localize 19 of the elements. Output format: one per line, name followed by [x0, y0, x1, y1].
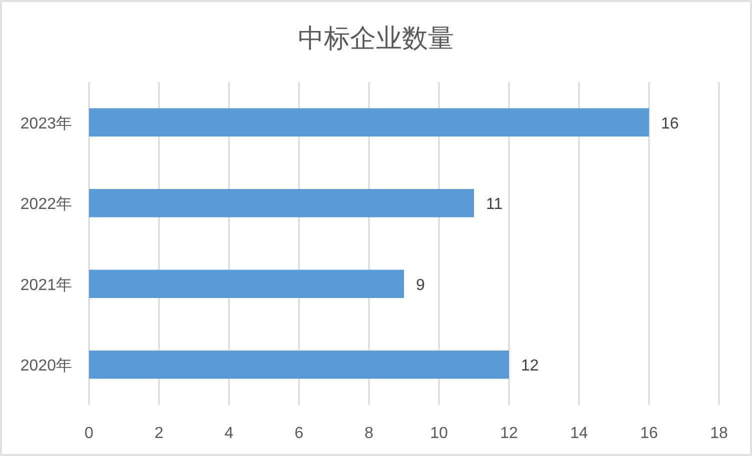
x-tick-label: 2: [154, 425, 164, 442]
x-tick-label: 18: [710, 425, 728, 442]
x-tick-label: 16: [640, 425, 658, 442]
y-tick-label: 2020年: [20, 358, 72, 375]
x-tick-label: 6: [294, 425, 304, 442]
data-label: 11: [486, 196, 503, 214]
y-tick-label: 2021年: [20, 276, 72, 294]
x-tick-label: 4: [224, 425, 234, 442]
x-tick-label: 8: [364, 425, 374, 442]
x-tick-label: 10: [430, 425, 448, 442]
data-label: 12: [521, 358, 539, 375]
y-tick-label: 2022年: [20, 196, 72, 214]
y-tick-label: 2023年: [20, 115, 72, 132]
x-tick-label: 14: [570, 425, 588, 442]
x-tick-label: 0: [84, 425, 94, 442]
title: 中标企业数量: [298, 23, 454, 53]
x-tick-label: 12: [500, 425, 518, 442]
data-label: 16: [661, 115, 679, 132]
data-label: 9: [416, 276, 425, 294]
